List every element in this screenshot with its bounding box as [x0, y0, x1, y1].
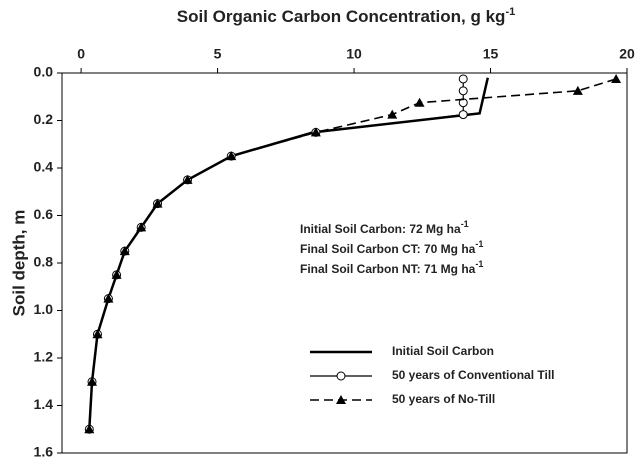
annotation-text: Initial Soil Carbon: 72 Mg ha [300, 222, 461, 236]
annotation-sup: -1 [461, 219, 469, 229]
legend-marker [336, 395, 346, 404]
marker [458, 86, 468, 96]
marker [136, 222, 147, 232]
marker [572, 85, 583, 95]
y-tick-label: 0.4 [34, 159, 54, 175]
chart-title: Soil Organic Carbon Concentration, g kg-… [177, 6, 515, 27]
y-tick-label: 0.6 [34, 206, 54, 222]
marker [414, 97, 425, 107]
legend-label: 50 years of Conventional Till [392, 368, 555, 382]
marker [458, 110, 468, 120]
x-tick-label: 5 [214, 46, 222, 62]
marker [84, 424, 95, 434]
marker [387, 109, 398, 119]
annotation-sup: -1 [475, 259, 483, 269]
annotation: Final Soil Carbon NT: 71 Mg ha-1 [300, 259, 483, 276]
title-text: Soil Organic Carbon Concentration, g kg [177, 7, 506, 26]
y-tick-label: 0.8 [34, 254, 54, 270]
marker [111, 269, 122, 279]
x-tick-label: 0 [77, 46, 85, 62]
legend-label: 50 years of No-Till [392, 392, 495, 406]
marker [103, 293, 114, 303]
x-tick-label: 20 [619, 46, 635, 62]
marker [226, 151, 237, 161]
title-sup: -1 [505, 6, 515, 18]
marker [182, 174, 193, 184]
y-tick-label: 1.6 [34, 444, 54, 460]
annotation-text: Final Soil Carbon NT: 71 Mg ha [300, 262, 476, 276]
marker [458, 74, 468, 84]
annotation-sup: -1 [475, 239, 483, 249]
y-tick-label: 1.0 [34, 301, 54, 317]
annotation-text: Final Soil Carbon CT: 70 Mg ha [300, 242, 476, 256]
y-tick-label: 0.0 [34, 64, 54, 80]
legend-label: Initial Soil Carbon [392, 344, 494, 358]
y-tick-label: 1.4 [34, 396, 54, 412]
annotation: Initial Soil Carbon: 72 Mg ha-1 [300, 219, 469, 236]
marker [152, 198, 163, 208]
marker [310, 127, 321, 137]
marker [611, 73, 622, 83]
marker [119, 246, 130, 256]
marker [87, 376, 98, 386]
x-tick-label: 10 [346, 46, 362, 62]
legend-marker [336, 371, 346, 381]
y-tick-label: 0.2 [34, 111, 54, 127]
y-axis-label: Soil depth, m [9, 210, 28, 317]
annotation: Final Soil Carbon CT: 70 Mg ha-1 [300, 239, 483, 256]
marker [92, 329, 103, 339]
y-tick-label: 1.2 [34, 349, 54, 365]
x-tick-label: 15 [483, 46, 499, 62]
